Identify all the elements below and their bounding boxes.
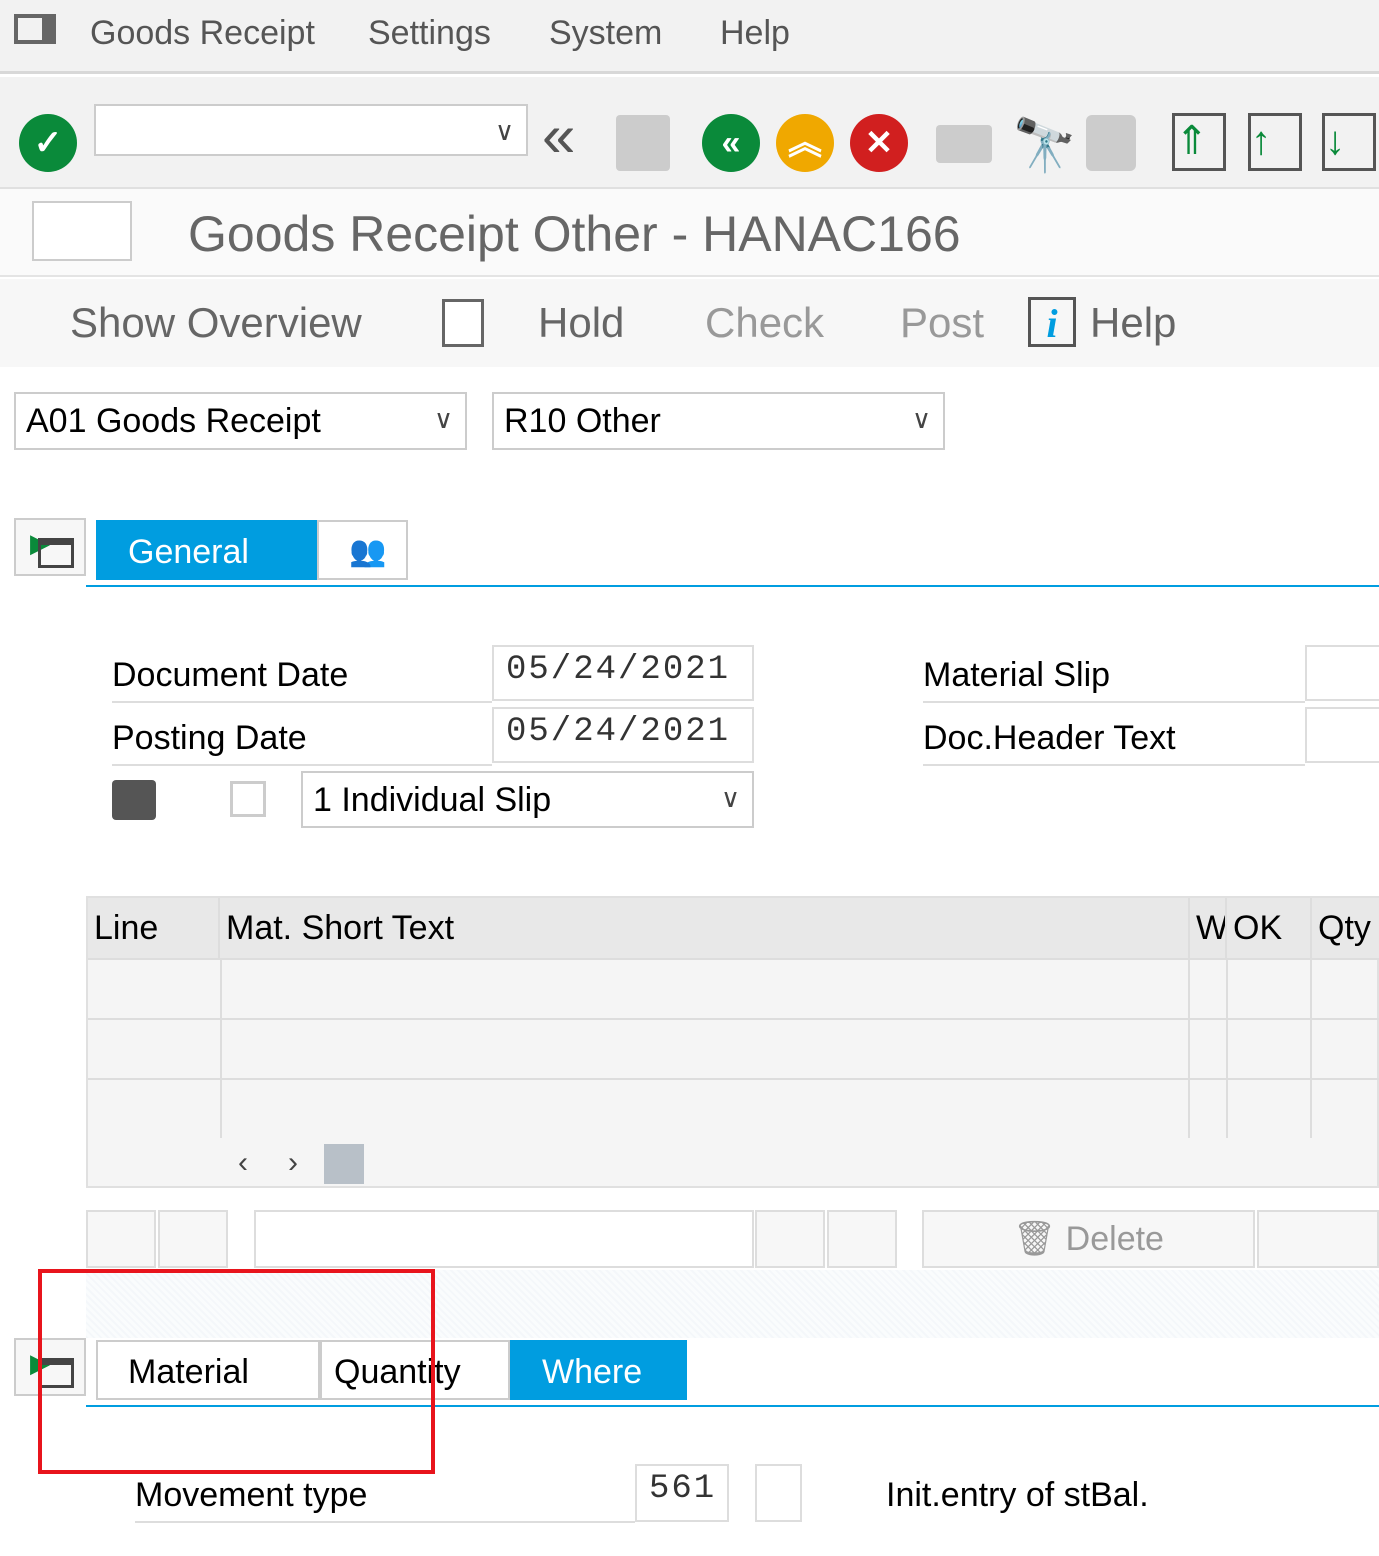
printer-icon — [112, 780, 156, 820]
posting-date-label: Posting Date — [112, 719, 492, 766]
system-toolbar: ✓ ∨ « « ︽ ✕ 🔭 ⇑ ↑ ↓ — [0, 77, 1379, 187]
first-page-icon[interactable]: ⇑ — [1172, 113, 1226, 171]
grid-search-input[interactable] — [254, 1210, 754, 1268]
sort-descending-button[interactable] — [158, 1210, 228, 1268]
cancel-icon[interactable]: ✕ — [850, 114, 908, 172]
exit-icon[interactable]: ︽ — [776, 114, 834, 172]
column-header-short-text[interactable]: Mat. Short Text — [220, 898, 1190, 958]
column-header-ok[interactable]: OK — [1227, 898, 1312, 958]
scrollbar-thumb[interactable] — [324, 1144, 364, 1184]
tab-partner[interactable]: 👥 — [317, 520, 408, 580]
find-next-icon[interactable] — [827, 1210, 897, 1268]
movement-type-text: Init.entry of stBal. — [886, 1476, 1149, 1514]
chevron-down-icon[interactable]: ∨ — [494, 116, 514, 146]
tab-underline — [86, 1405, 1379, 1407]
application-toolbar: Show Overview Hold Check Post i Help — [0, 279, 1379, 367]
doc-header-text-input[interactable] — [1305, 707, 1379, 763]
enter-icon[interactable]: ✓ — [19, 114, 77, 172]
material-slip-input[interactable] — [1305, 645, 1379, 701]
table-row[interactable] — [88, 958, 1379, 1018]
show-overview-button[interactable]: Show Overview — [70, 299, 362, 346]
command-field[interactable]: ∨ — [94, 104, 528, 156]
special-stock-input[interactable] — [755, 1464, 802, 1522]
title-bar: Goods Receipt Other - HANAC166 — [0, 187, 1379, 277]
scroll-left-icon[interactable]: ‹ — [238, 1146, 248, 1179]
info-icon[interactable]: i — [1028, 297, 1076, 347]
people-icon: 👥 — [349, 535, 387, 568]
new-document-icon[interactable] — [442, 299, 484, 347]
tab-underline — [86, 585, 1379, 587]
back-green-icon[interactable]: « — [702, 114, 760, 172]
gui-actions-icon[interactable] — [32, 201, 132, 261]
reference-select[interactable]: R10 Other ∨ — [492, 392, 945, 450]
tab-material[interactable]: Material — [96, 1340, 320, 1400]
menu-bar: Goods Receipt Settings System Help — [0, 0, 1379, 74]
find-icon[interactable] — [755, 1210, 825, 1268]
menu-settings[interactable]: Settings — [368, 14, 491, 52]
menu-help[interactable]: Help — [720, 14, 790, 52]
column-header-qty[interactable]: Qty — [1312, 898, 1379, 958]
separator — [86, 1270, 1379, 1338]
chevron-down-icon: ∨ — [720, 783, 740, 813]
column-header-w[interactable]: W — [1190, 898, 1227, 958]
document-date-input[interactable]: 05/24/2021 — [492, 645, 754, 701]
post-button[interactable]: Post — [900, 299, 985, 346]
reference-value: R10 Other — [504, 402, 661, 440]
action-value: A01 Goods Receipt — [26, 402, 321, 440]
items-table: Line Mat. Short Text W OK Qty ‹ › — [86, 896, 1379, 1188]
menu-goods-receipt[interactable]: Goods Receipt — [90, 14, 315, 52]
back-icon[interactable]: « — [542, 102, 576, 169]
page-title: Goods Receipt Other - HANAC166 — [188, 206, 961, 262]
print-icon[interactable] — [936, 125, 992, 163]
next-page-icon[interactable]: ↓ — [1322, 113, 1376, 171]
slip-value: 1 Individual Slip — [313, 781, 552, 819]
find-next-icon[interactable] — [1086, 115, 1136, 171]
table-row[interactable] — [88, 1018, 1379, 1078]
doc-header-text-label: Doc.Header Text — [923, 719, 1305, 766]
table-row[interactable] — [88, 1078, 1379, 1138]
document-date-label: Document Date — [112, 656, 492, 703]
scroll-right-icon[interactable]: › — [288, 1146, 298, 1179]
tab-quantity[interactable]: Quantity — [320, 1340, 510, 1400]
menu-icon[interactable] — [14, 14, 56, 44]
chevron-down-icon: ∨ — [911, 404, 931, 434]
action-select[interactable]: A01 Goods Receipt ∨ — [14, 392, 467, 450]
delete-label: Delete — [1065, 1220, 1164, 1258]
find-icon[interactable]: 🔭 — [1012, 117, 1077, 175]
help-button[interactable]: Help — [1090, 299, 1177, 346]
column-header-line[interactable]: Line — [88, 898, 220, 958]
slip-select[interactable]: 1 Individual Slip ∨ — [301, 771, 754, 828]
posting-date-input[interactable]: 05/24/2021 — [492, 707, 754, 763]
chevron-down-icon: ∨ — [433, 404, 453, 434]
toggle-header-button[interactable]: ▶ — [14, 518, 86, 576]
tab-general[interactable]: General — [96, 520, 317, 580]
movement-type-label: Movement type — [135, 1476, 635, 1523]
menu-system[interactable]: System — [549, 14, 663, 52]
delete-button[interactable]: 🗑 Delete — [922, 1210, 1255, 1268]
print-checkbox[interactable] — [230, 781, 266, 817]
copy-button[interactable] — [1257, 1210, 1379, 1268]
check-button[interactable]: Check — [705, 299, 825, 346]
tab-where[interactable]: Where — [510, 1340, 687, 1400]
material-slip-label: Material Slip — [923, 656, 1305, 703]
previous-page-icon[interactable]: ↑ — [1248, 113, 1302, 171]
hold-button[interactable]: Hold — [538, 299, 625, 346]
save-icon[interactable] — [616, 115, 670, 171]
highlight-box — [38, 1269, 435, 1474]
movement-type-input[interactable]: 561 — [635, 1464, 729, 1522]
sort-ascending-button[interactable] — [86, 1210, 156, 1268]
trash-icon: 🗑 — [1013, 1220, 1066, 1258]
